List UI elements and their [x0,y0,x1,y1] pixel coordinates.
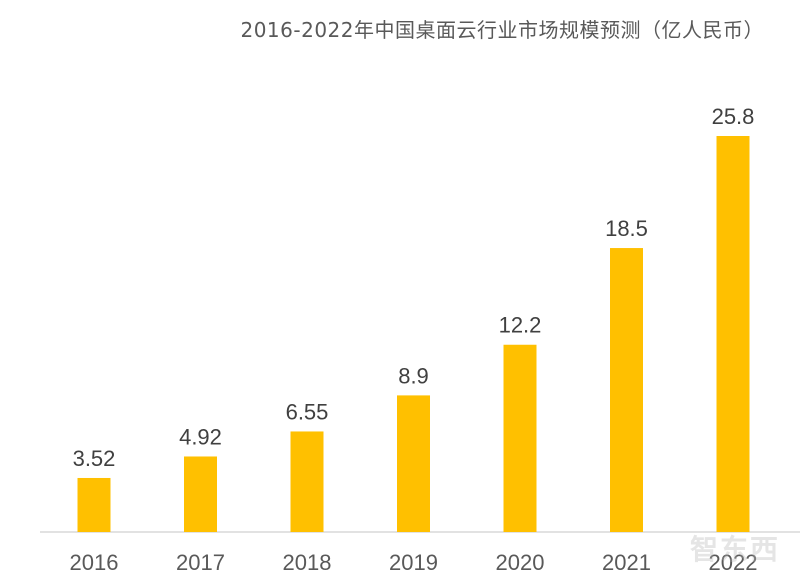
x-tick-2018: 2018 [283,550,332,575]
data-label-2019: 8.9 [398,363,429,388]
watermark-logo: 智东西 [690,533,781,566]
x-tick-2016: 2016 [70,550,119,575]
bar-2022 [716,136,750,532]
bar-2019 [397,395,430,532]
data-label-2018: 6.55 [286,399,329,424]
bar-2017 [184,456,217,532]
data-label-2017: 4.92 [179,424,222,449]
x-tick-2017: 2017 [176,550,225,575]
data-label-2020: 12.2 [499,313,542,338]
bar-2021 [610,248,643,532]
data-label-2016: 3.52 [73,446,116,471]
bar-2016 [77,477,111,532]
x-tick-2022: 2022 [709,550,758,575]
data-label-2021: 18.5 [605,216,648,241]
data-label-2022: 25.8 [712,104,755,129]
x-tick-2021: 2021 [602,550,651,575]
x-tick-2019: 2019 [389,550,438,575]
bar-2018 [290,431,324,532]
x-tick-2020: 2020 [496,550,545,575]
bar-2020 [503,344,537,532]
chart-title: 2016-2022年中国桌面云行业市场规模预测（亿人民币） [240,18,764,42]
